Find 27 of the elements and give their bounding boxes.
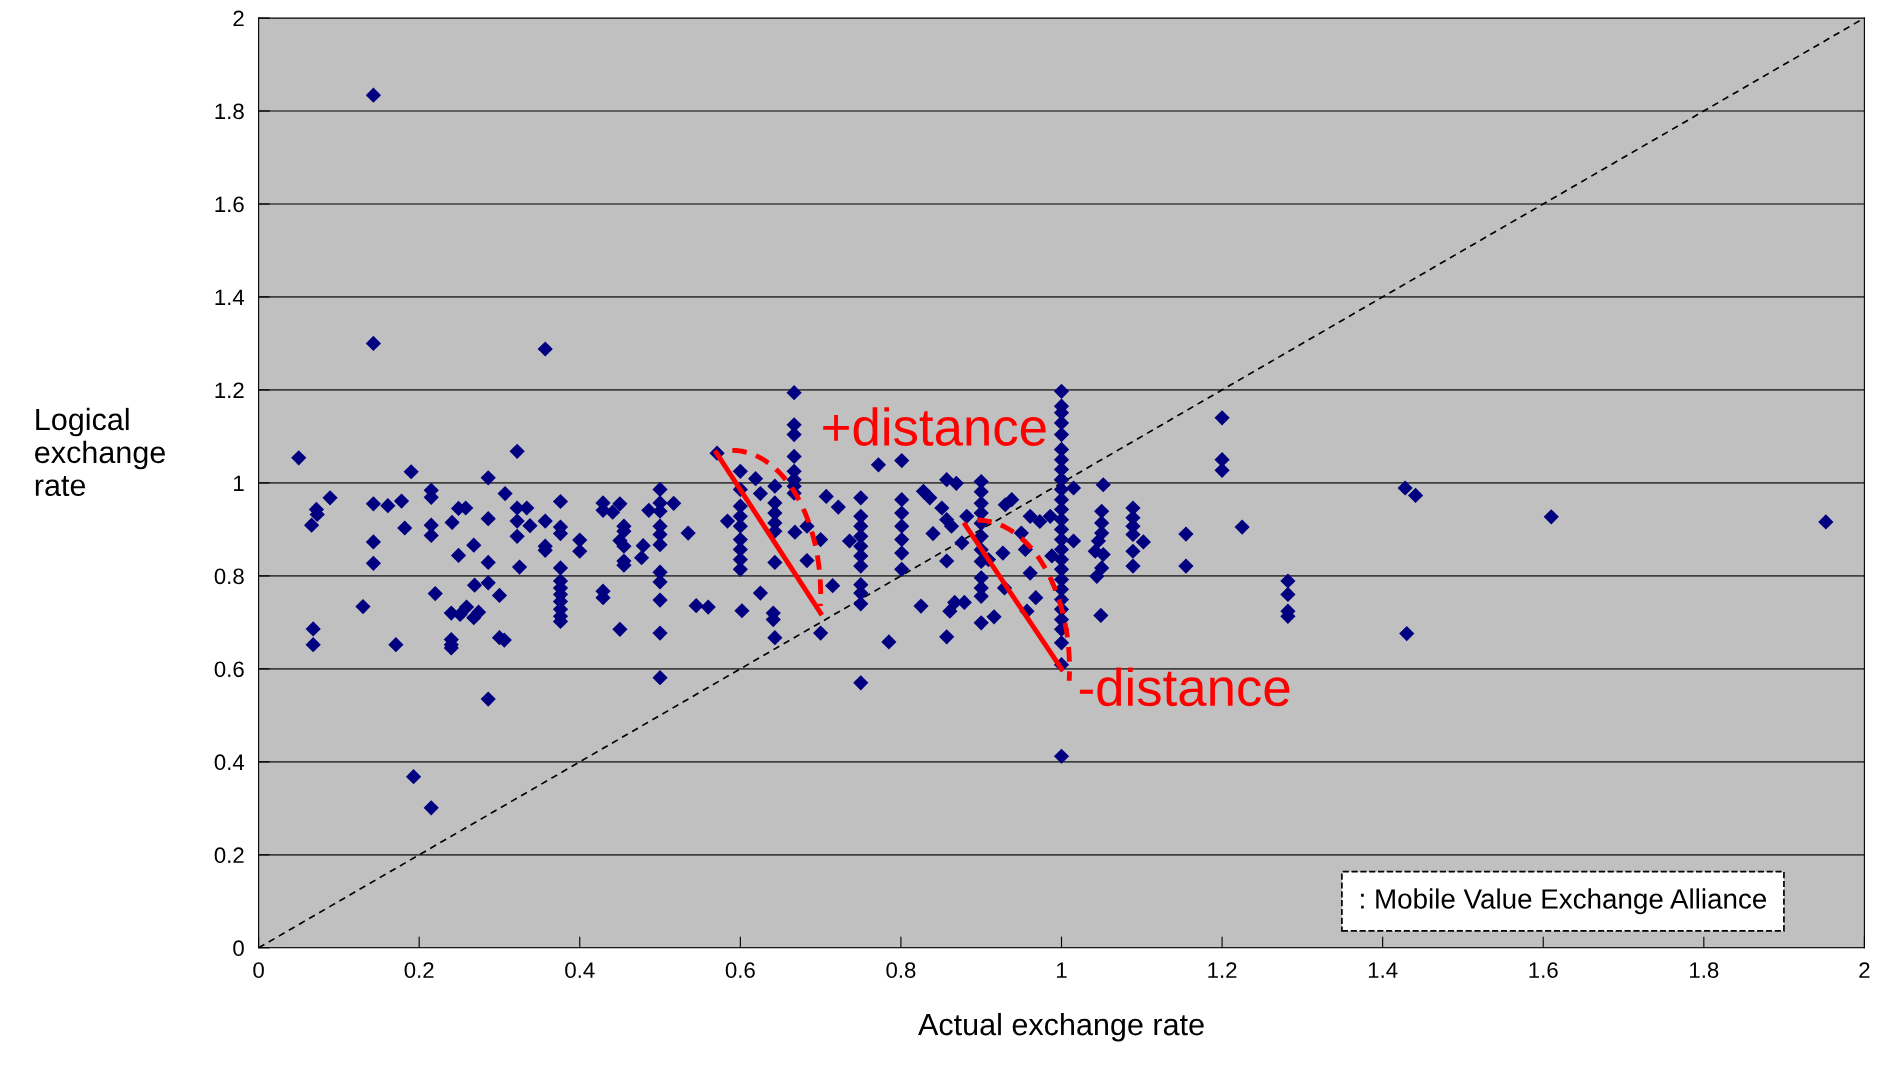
x-tick-label: 1.8 — [1690, 962, 1719, 979]
y-tick-label: 0.6 — [214, 661, 244, 678]
x-axis-title: Actual exchange rate — [918, 1012, 1204, 1042]
x-tick-label: 1.4 — [1368, 962, 1398, 978]
y-tick-label: 0.4 — [214, 754, 245, 771]
y-tick-label: 0.8 — [214, 568, 244, 585]
x-tick-label: 0 — [253, 962, 264, 979]
x-tick-label: 0.4 — [565, 962, 595, 979]
annotation: +distance — [823, 407, 1046, 446]
x-tick-label: 0.8 — [886, 962, 916, 979]
y-tick-label: 2 — [233, 10, 244, 27]
annotation: -distance — [1079, 667, 1290, 707]
y-tick-label: 1 — [234, 475, 244, 491]
y-tick-label: 1.4 — [215, 289, 245, 305]
annotation: : Mobile Value Exchange Alliance — [1361, 888, 1767, 915]
y-axis-title: Logical exchange rate — [35, 407, 165, 497]
x-tick-label: 0.6 — [725, 962, 755, 979]
y-tick-label: 0.2 — [214, 847, 244, 864]
x-tick-label: 1.6 — [1529, 962, 1558, 979]
y-tick-label: 1.2 — [215, 382, 244, 398]
x-tick-label: 1.2 — [1208, 962, 1237, 978]
y-tick-label: 1.8 — [215, 103, 244, 120]
y-tick-label: 1.6 — [215, 196, 244, 213]
y-tick-label: 0 — [233, 940, 244, 957]
x-tick-label: 1 — [1057, 962, 1067, 978]
x-tick-label: 0.2 — [404, 962, 434, 979]
x-tick-label: 2 — [1859, 962, 1870, 978]
